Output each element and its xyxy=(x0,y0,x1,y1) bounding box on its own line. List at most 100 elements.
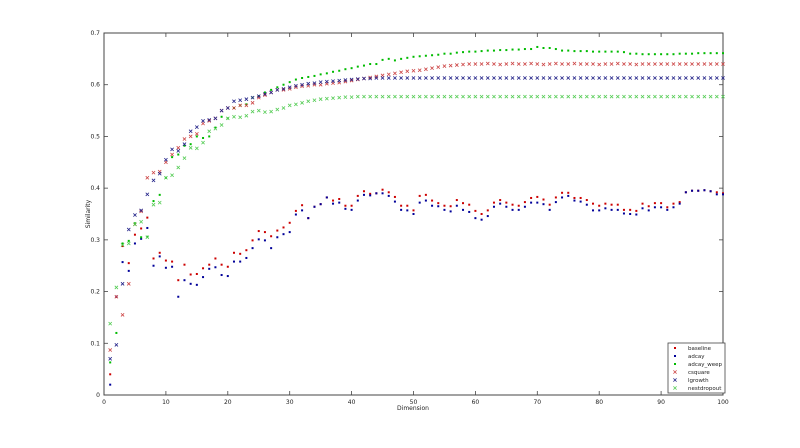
x-marker-stroke xyxy=(560,76,564,80)
point-lgrowth xyxy=(219,108,224,113)
x-marker-stroke xyxy=(126,281,131,286)
x-marker-stroke xyxy=(201,140,205,145)
point-adcay_weep xyxy=(610,50,613,53)
x-marker-stroke xyxy=(114,294,119,299)
point-lgrowth xyxy=(461,76,465,80)
point-baseline xyxy=(220,263,223,266)
point-baseline xyxy=(505,201,508,204)
point-baseline xyxy=(127,262,130,265)
point-baseline xyxy=(344,204,347,207)
x-marker-stroke xyxy=(188,134,193,139)
point-baseline xyxy=(610,203,613,206)
x-marker-stroke xyxy=(207,117,212,122)
point-nestdropout xyxy=(448,94,453,99)
point-nestdropout xyxy=(467,94,472,99)
point-baseline xyxy=(232,251,235,254)
point-lgrowth xyxy=(417,76,422,80)
point-lgrowth xyxy=(479,76,484,80)
point-adcay xyxy=(257,238,260,241)
point-baseline xyxy=(276,229,279,232)
point-nestdropout xyxy=(566,94,571,99)
point-csquare xyxy=(683,62,688,66)
point-adcay_weep xyxy=(561,49,564,52)
x-marker-stroke xyxy=(386,76,391,80)
point-lgrowth xyxy=(702,76,707,80)
x-marker-stroke xyxy=(139,219,144,224)
point-adcay xyxy=(232,260,235,263)
x-marker-stroke xyxy=(714,76,719,80)
x-marker-stroke xyxy=(139,209,144,214)
point-csquare xyxy=(374,74,379,79)
point-baseline xyxy=(462,202,465,205)
x-marker-stroke xyxy=(436,76,441,80)
point-adcay_weep xyxy=(548,46,551,49)
point-baseline xyxy=(208,263,211,266)
point-adcay_weep xyxy=(418,55,421,58)
point-adcay_weep xyxy=(387,57,390,60)
point-baseline xyxy=(715,191,718,194)
point-adcay_weep xyxy=(579,50,582,53)
point-nestdropout xyxy=(281,106,286,110)
point-lgrowth xyxy=(603,76,608,80)
point-nestdropout xyxy=(108,321,113,326)
point-adcay xyxy=(449,210,452,213)
x-marker-stroke xyxy=(516,94,521,99)
point-nestdropout xyxy=(337,95,342,100)
point-lgrowth xyxy=(423,76,428,80)
point-adcay xyxy=(412,213,415,215)
x-marker-stroke xyxy=(120,312,125,317)
point-nestdropout xyxy=(312,98,317,103)
x-marker-stroke xyxy=(126,227,131,232)
x-marker-stroke xyxy=(324,96,329,101)
x-marker-stroke xyxy=(597,76,602,80)
point-adcay xyxy=(585,203,588,206)
x-tick-label: 80 xyxy=(595,399,603,406)
point-csquare xyxy=(232,106,236,110)
x-marker-stroke xyxy=(250,109,255,114)
x-marker-stroke xyxy=(492,62,496,66)
y-tick-label: 0.5 xyxy=(90,133,100,140)
point-csquare xyxy=(479,62,484,66)
point-adcay xyxy=(703,189,706,192)
point-csquare xyxy=(411,68,416,73)
point-adcay_weep xyxy=(517,48,520,51)
point-adcay_weep xyxy=(492,49,495,52)
x-marker-stroke xyxy=(535,76,540,80)
point-lgrowth xyxy=(492,76,496,80)
point-csquare xyxy=(721,62,725,66)
point-adcay xyxy=(517,208,520,211)
point-baseline xyxy=(418,194,421,197)
point-adcay_weep xyxy=(214,126,217,129)
point-adcay xyxy=(109,383,112,386)
x-marker-stroke xyxy=(479,76,484,80)
point-nestdropout xyxy=(659,94,663,99)
point-lgrowth xyxy=(170,147,174,152)
x-marker-stroke xyxy=(256,108,261,113)
point-adcay xyxy=(189,282,192,285)
x-marker-stroke xyxy=(454,63,459,67)
point-baseline xyxy=(133,233,136,236)
point-adcay_weep xyxy=(660,53,663,56)
x-marker-stroke xyxy=(504,94,509,99)
x-marker-stroke xyxy=(721,76,725,80)
point-csquare xyxy=(343,79,348,84)
point-adcay_weep xyxy=(604,50,607,53)
point-baseline xyxy=(443,204,446,207)
point-adcay xyxy=(684,191,687,194)
point-nestdropout xyxy=(263,110,267,115)
x-marker-stroke xyxy=(553,61,558,66)
point-csquare xyxy=(250,100,255,105)
x-marker-stroke xyxy=(145,192,150,197)
point-nestdropout xyxy=(232,114,236,119)
x-marker-stroke xyxy=(603,94,608,99)
point-adcay_weep xyxy=(375,63,378,66)
point-adcay xyxy=(220,274,223,277)
point-lgrowth xyxy=(188,129,193,134)
point-lgrowth xyxy=(213,116,218,121)
point-nestdropout xyxy=(170,173,174,178)
x-marker-stroke xyxy=(287,103,292,108)
legend-marker-nestdropout xyxy=(673,386,677,390)
point-adcay xyxy=(709,190,712,193)
y-tick-label: 0.2 xyxy=(90,289,100,296)
x-marker-stroke xyxy=(133,213,137,217)
